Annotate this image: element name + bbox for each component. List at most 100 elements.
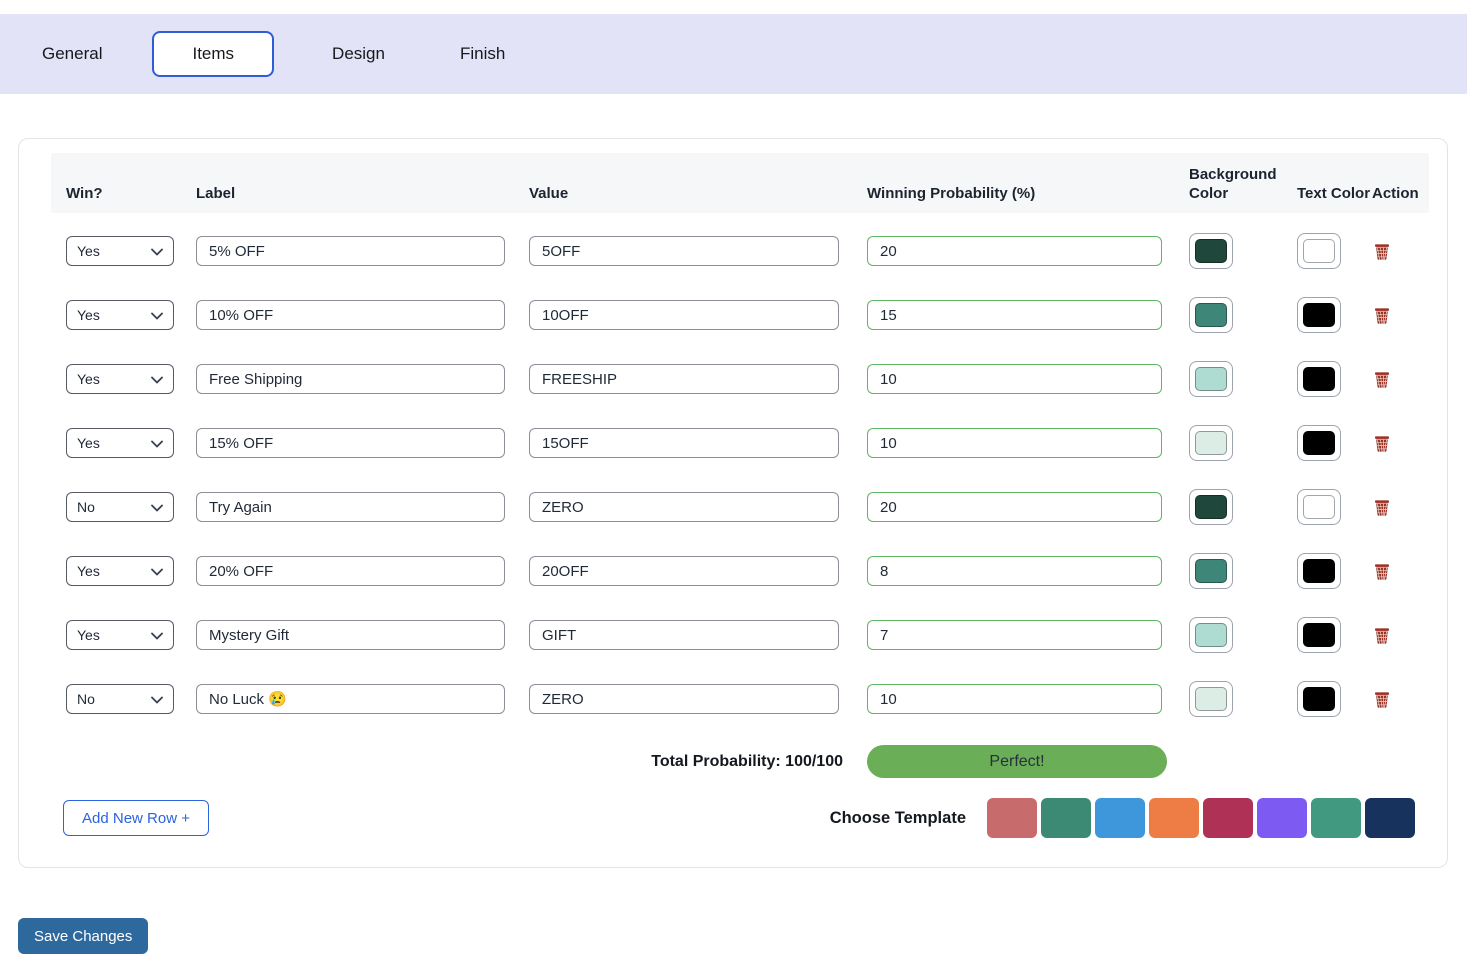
template-swatch-7[interactable] [1311, 798, 1361, 838]
table-row: Yes [51, 553, 1429, 589]
label-input[interactable] [196, 492, 505, 522]
delete-row-button[interactable] [1372, 689, 1392, 710]
template-swatch-8[interactable] [1365, 798, 1415, 838]
delete-row-button[interactable] [1372, 369, 1392, 390]
text-color-picker[interactable] [1297, 361, 1341, 397]
value-input[interactable] [529, 236, 839, 266]
text-color-picker[interactable] [1297, 297, 1341, 333]
tab-design[interactable]: Design [332, 44, 385, 63]
win-select[interactable]: Yes [66, 364, 174, 394]
background-color-picker[interactable] [1189, 361, 1233, 397]
win-select[interactable]: No [66, 684, 174, 714]
probability-input[interactable] [867, 556, 1162, 586]
tab-finish[interactable]: Finish [459, 44, 506, 63]
label-cell [196, 684, 529, 714]
action-cell [1372, 433, 1429, 454]
template-swatch-1[interactable] [987, 798, 1037, 838]
value-input[interactable] [529, 492, 839, 522]
probability-input[interactable] [867, 492, 1162, 522]
delete-row-button[interactable] [1372, 625, 1392, 646]
table-row: Yes [51, 617, 1429, 653]
probability-cell [867, 492, 1189, 522]
win-cell: Yes [51, 236, 196, 266]
label-input[interactable] [196, 300, 505, 330]
probability-input[interactable] [867, 428, 1162, 458]
tab-general[interactable]: General [42, 44, 103, 63]
value-input[interactable] [529, 620, 839, 650]
probability-cell [867, 364, 1189, 394]
trash-basket-icon [1375, 499, 1389, 516]
trash-basket-icon [1375, 371, 1389, 388]
win-select-value: Yes [77, 307, 100, 323]
win-select[interactable]: Yes [66, 428, 174, 458]
win-select[interactable]: Yes [66, 556, 174, 586]
chevron-down-icon [151, 563, 163, 579]
template-swatch-2[interactable] [1041, 798, 1091, 838]
text-color-picker[interactable] [1297, 233, 1341, 269]
win-cell: Yes [51, 428, 196, 458]
chevron-down-icon [151, 307, 163, 323]
text-color-picker[interactable] [1297, 489, 1341, 525]
text-color-picker[interactable] [1297, 553, 1341, 589]
value-input[interactable] [529, 684, 839, 714]
probability-input[interactable] [867, 300, 1162, 330]
background-color-swatch [1195, 303, 1227, 327]
win-select[interactable]: No [66, 492, 174, 522]
win-select[interactable]: Yes [66, 620, 174, 650]
delete-row-button[interactable] [1372, 561, 1392, 582]
value-input[interactable] [529, 428, 839, 458]
value-cell [529, 428, 867, 458]
background-color-picker[interactable] [1189, 297, 1233, 333]
value-input[interactable] [529, 300, 839, 330]
value-input[interactable] [529, 556, 839, 586]
probability-input[interactable] [867, 684, 1162, 714]
text-color-swatch [1303, 431, 1335, 455]
action-cell [1372, 561, 1429, 582]
label-input[interactable] [196, 556, 505, 586]
add-new-row-button[interactable]: Add New Row + [63, 800, 209, 836]
trash-basket-icon [1375, 243, 1389, 260]
label-input[interactable] [196, 620, 505, 650]
probability-input[interactable] [867, 236, 1162, 266]
text-color-cell [1297, 489, 1372, 525]
tab-bar: General Items Design Finish [0, 14, 1467, 94]
probability-cell [867, 620, 1189, 650]
template-swatch-3[interactable] [1095, 798, 1145, 838]
background-color-picker[interactable] [1189, 553, 1233, 589]
probability-cell [867, 236, 1189, 266]
bg-color-cell [1189, 617, 1297, 653]
text-color-swatch [1303, 303, 1335, 327]
background-color-picker[interactable] [1189, 681, 1233, 717]
label-input[interactable] [196, 428, 505, 458]
text-color-picker[interactable] [1297, 617, 1341, 653]
win-select[interactable]: Yes [66, 300, 174, 330]
action-cell [1372, 689, 1429, 710]
label-input[interactable] [196, 684, 505, 714]
delete-row-button[interactable] [1372, 433, 1392, 454]
win-select[interactable]: Yes [66, 236, 174, 266]
probability-input[interactable] [867, 620, 1162, 650]
text-color-picker[interactable] [1297, 681, 1341, 717]
template-swatch-5[interactable] [1203, 798, 1253, 838]
win-select-value: Yes [77, 563, 100, 579]
background-color-picker[interactable] [1189, 617, 1233, 653]
label-input[interactable] [196, 236, 505, 266]
value-input[interactable] [529, 364, 839, 394]
background-color-swatch [1195, 687, 1227, 711]
save-changes-button[interactable]: Save Changes [18, 918, 149, 954]
text-color-picker[interactable] [1297, 425, 1341, 461]
template-swatch-6[interactable] [1257, 798, 1307, 838]
background-color-picker[interactable] [1189, 489, 1233, 525]
chevron-down-icon [151, 499, 163, 515]
delete-row-button[interactable] [1372, 305, 1392, 326]
background-color-picker[interactable] [1189, 233, 1233, 269]
template-swatch-4[interactable] [1149, 798, 1199, 838]
probability-summary: Total Probability: 100/100 Perfect! [51, 745, 1429, 778]
delete-row-button[interactable] [1372, 497, 1392, 518]
delete-row-button[interactable] [1372, 241, 1392, 262]
background-color-picker[interactable] [1189, 425, 1233, 461]
tab-items[interactable]: Items [152, 31, 275, 77]
label-input[interactable] [196, 364, 505, 394]
probability-input[interactable] [867, 364, 1162, 394]
bg-color-cell [1189, 489, 1297, 525]
